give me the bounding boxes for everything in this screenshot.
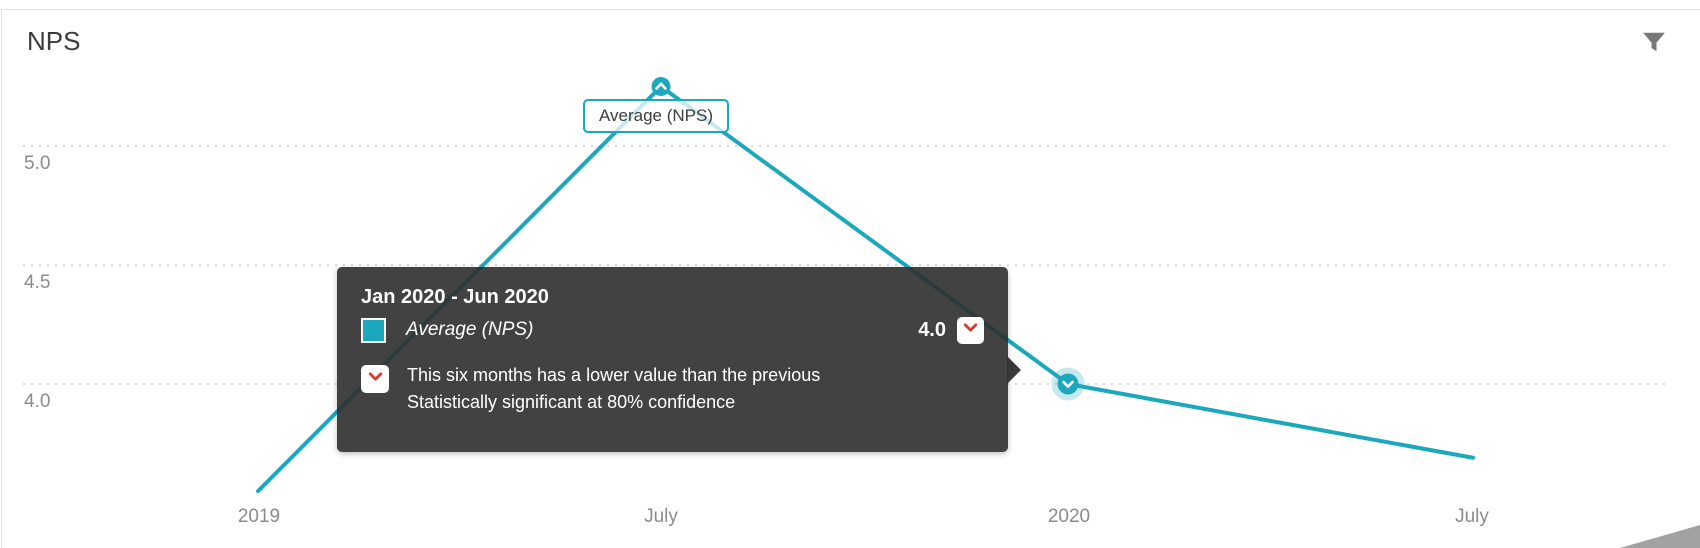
x-axis-label: 2019 [237,506,281,527]
y-axis-label: 5.0 [24,153,51,174]
filter-funnel-icon [1641,32,1667,58]
resize-handle-icon[interactable] [1620,525,1700,548]
x-axis-label: 2020 [1047,506,1091,527]
series-label[interactable]: Average (NPS) [583,99,729,133]
tooltip: Jan 2020 - Jun 2020 Average (NPS) 4.0 [337,267,1021,452]
tooltip-significance-row: This six months has a lower value than t… [361,362,984,416]
trend-lower-badge [957,316,984,344]
significance-line-1: This six months has a lower value than t… [407,365,821,385]
marker-circle [651,77,671,96]
tooltip-arrow [1007,356,1021,384]
chevron-down-icon [367,368,384,390]
marker-circle [1057,373,1079,395]
card-border-top [1,9,1700,10]
tooltip-series-name: Average (NPS) [406,319,534,340]
series-color-swatch [361,317,386,343]
tooltip-value: 4.0 [918,318,946,341]
tooltip-significance-text: This six months has a lower value than t… [407,362,820,416]
card-border-left [1,9,2,548]
chevron-down-icon [962,319,979,341]
data-point-marker-down[interactable] [1051,367,1085,401]
x-axis-label: July [1455,506,1489,527]
chevron-down-icon [1062,380,1074,388]
widget-title: NPS [27,26,81,56]
tooltip-period-title: Jan 2020 - Jun 2020 [361,286,549,308]
data-point-marker-up[interactable] [651,77,671,96]
x-axis-label: July [644,506,678,527]
significance-lower-badge [361,365,389,393]
significance-line-2: Statistically significant at 80% confide… [407,392,736,412]
series-label-text: Average (NPS) [598,106,713,125]
tooltip-series-row: Average (NPS) 4.0 [361,315,984,345]
y-axis-label: 4.0 [24,391,51,412]
chevron-up-icon [655,82,667,90]
filter-button[interactable] [1640,29,1668,57]
y-axis-label: 4.5 [24,272,51,293]
